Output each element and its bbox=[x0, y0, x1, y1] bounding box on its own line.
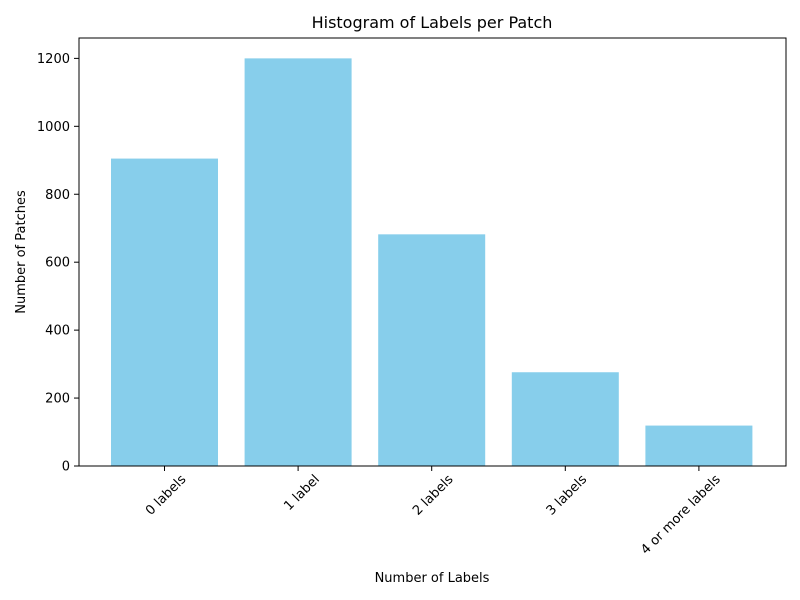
bar-2 bbox=[378, 234, 486, 466]
bar-1 bbox=[244, 58, 352, 466]
bars-group bbox=[111, 58, 753, 467]
x-tick-label-0: 0 labels bbox=[143, 472, 190, 519]
y-tick-label-4: 800 bbox=[45, 188, 70, 203]
chart-title: Histogram of Labels per Patch bbox=[312, 13, 553, 32]
bar-4 bbox=[645, 425, 753, 466]
y-axis-label: Number of Patches bbox=[14, 190, 29, 314]
y-tick-label-3: 600 bbox=[45, 256, 70, 271]
y-tick-label-5: 1000 bbox=[37, 120, 70, 135]
bar-3 bbox=[511, 372, 619, 466]
y-tick-label-2: 400 bbox=[45, 324, 70, 339]
plot-frame bbox=[78, 37, 787, 467]
x-tick-label-2: 2 labels bbox=[410, 472, 457, 519]
y-tick-label-1: 200 bbox=[45, 392, 70, 407]
x-tick-label-1: 1 label bbox=[281, 472, 323, 514]
bar-0 bbox=[111, 158, 218, 467]
y-tick-label-0: 0 bbox=[62, 460, 70, 475]
x-axis: 0 labels 1 label 2 labels 3 labels 4 or more… bbox=[143, 466, 724, 558]
x-tick-label-4: 4 or more labels bbox=[638, 472, 724, 558]
y-axis: 0 200 400 600 800 1000 1200 bbox=[37, 52, 79, 475]
y-tick-label-6: 1200 bbox=[37, 52, 70, 67]
x-tick-label-3: 3 labels bbox=[544, 472, 591, 519]
x-axis-label: Number of Labels bbox=[375, 571, 490, 586]
